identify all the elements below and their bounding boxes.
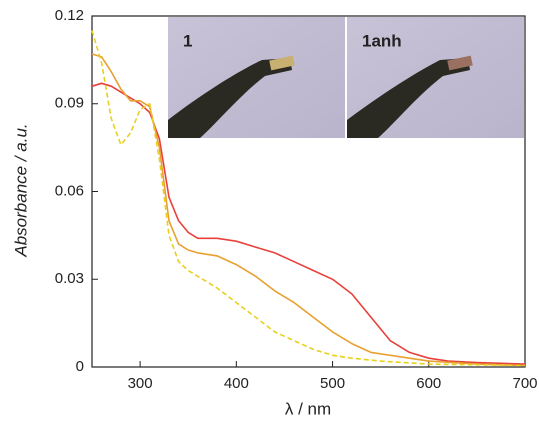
y-tick-label: 0.12 [55, 7, 84, 24]
inset-label: 1anh [362, 31, 402, 50]
x-tick-label: 700 [512, 375, 537, 392]
y-tick-label: 0 [76, 358, 84, 375]
spectrum-line [91, 30, 526, 367]
y-tick-label: 0.03 [55, 270, 84, 287]
y-tick-label: 0.09 [55, 95, 84, 112]
x-tick-label: 400 [224, 375, 249, 392]
y-tick-label: 0.06 [55, 182, 84, 199]
inset-photos [168, 17, 524, 138]
x-axis-label: λ / nm [285, 399, 331, 418]
y-axis-label: Absorbance / a.u. [11, 123, 30, 257]
x-tick-label: 300 [128, 375, 153, 392]
inset-label: 1 [183, 31, 192, 50]
x-tick-label: 600 [416, 375, 441, 392]
x-tick-label: 500 [320, 375, 345, 392]
spectrum-line [91, 53, 526, 367]
